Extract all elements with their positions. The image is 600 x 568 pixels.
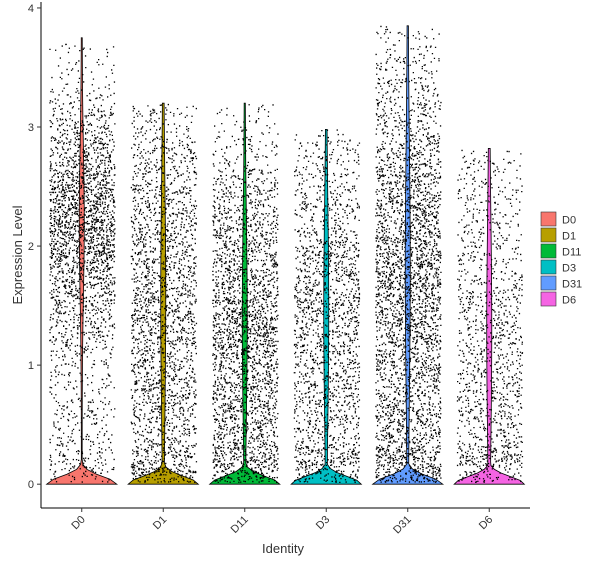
points-d31: [375, 25, 442, 483]
legend-swatch-d3: [540, 259, 557, 275]
y-axis-label: Expression Level: [10, 205, 25, 304]
x-tick-label-d0: D0: [69, 514, 87, 532]
legend-label-d11: D11: [562, 247, 581, 259]
jitter-points-layer: [49, 25, 524, 484]
x-tick-label-d6: D6: [477, 514, 495, 532]
legend-swatch-d6: [540, 291, 557, 307]
points-d0: [49, 43, 116, 483]
violin-d1: [127, 102, 200, 485]
y-tick-label-3: 3: [28, 122, 34, 134]
violin-d31: [371, 25, 445, 485]
x-axis-label: Identity: [262, 541, 304, 556]
x-tick-label-d31: D31: [391, 514, 414, 537]
y-tick-label-1: 1: [28, 360, 34, 372]
legend-label-d1: D1: [562, 231, 576, 243]
violin-d6: [453, 148, 526, 485]
y-tick-label-4: 4: [28, 3, 34, 15]
legend-label-d0: D0: [562, 215, 576, 227]
points-d11: [212, 104, 279, 483]
x-tick-label-d3: D3: [314, 514, 332, 532]
x-tick-label-d1: D1: [151, 514, 169, 532]
legend-label-d3: D3: [562, 263, 576, 275]
legend-swatch-d11: [540, 243, 557, 259]
legend-label-d31: D31: [562, 279, 582, 291]
legend: D0 D1 D11 D3 D31 D6: [540, 211, 582, 307]
y-tick-label-0: 0: [28, 479, 34, 491]
legend-label-d6: D6: [562, 295, 576, 307]
violin-d0: [45, 37, 119, 485]
legend-swatch-d31: [540, 275, 557, 291]
y-tick-label-2: 2: [28, 241, 34, 253]
legend-swatch-d0: [540, 211, 557, 227]
x-tick-label-d11: D11: [229, 514, 251, 536]
violin-layer: [45, 25, 526, 485]
points-d6: [456, 149, 524, 484]
legend-swatch-d1: [540, 227, 557, 243]
